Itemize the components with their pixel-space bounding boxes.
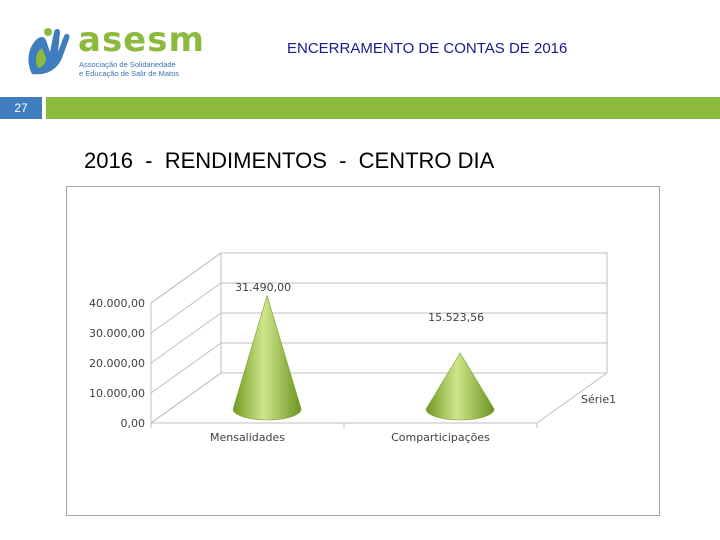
- y-tick-label: 40.000,00: [89, 297, 145, 310]
- logo-subtitle-line1: Associação de Solidariedade: [79, 60, 176, 69]
- x-tick-label: Mensalidades: [210, 431, 285, 444]
- gridline: [150, 252, 607, 304]
- data-label: 15.523,56: [428, 311, 484, 324]
- chart-walls: [150, 252, 608, 424]
- logo-subtitle: Associação de Solidariedade e Educação d…: [79, 60, 179, 78]
- gridline: [150, 342, 607, 394]
- chart-frame: 0,00 10.000,00 20.000,00 30.000,00 40.000,00…: [66, 186, 660, 516]
- slide-number: 27: [0, 97, 42, 119]
- data-label: 31.490,00: [235, 281, 291, 294]
- cone-mark: [232, 294, 302, 421]
- y-tick-label: 20.000,00: [89, 357, 145, 370]
- legend-series-label: Série1: [581, 393, 616, 406]
- cone-mark: [425, 352, 495, 421]
- hands-logo-icon: [28, 28, 70, 75]
- y-tick-label: 0,00: [121, 417, 146, 430]
- logo: asesm Associação de Solidariedade e Educ…: [24, 14, 204, 84]
- gridline: [150, 282, 607, 334]
- x-tick-label: Comparticipações: [391, 431, 490, 444]
- y-tick-label: 10.000,00: [89, 387, 145, 400]
- slide-title: 2016 - RENDIMENTOS - CENTRO DIA: [84, 148, 495, 173]
- gridline: [150, 312, 607, 364]
- header-title: ENCERRAMENTO DE CONTAS DE 2016: [287, 40, 568, 57]
- gridline: [150, 372, 607, 424]
- logo-subtitle-line2: e Educação de Salir de Matos: [79, 69, 180, 78]
- y-tick-label: 30.000,00: [89, 327, 145, 340]
- cone-chart: 0,00 10.000,00 20.000,00 30.000,00 40.000,00…: [89, 252, 616, 444]
- logo-name: asesm: [78, 20, 205, 60]
- header-bar: [46, 97, 720, 119]
